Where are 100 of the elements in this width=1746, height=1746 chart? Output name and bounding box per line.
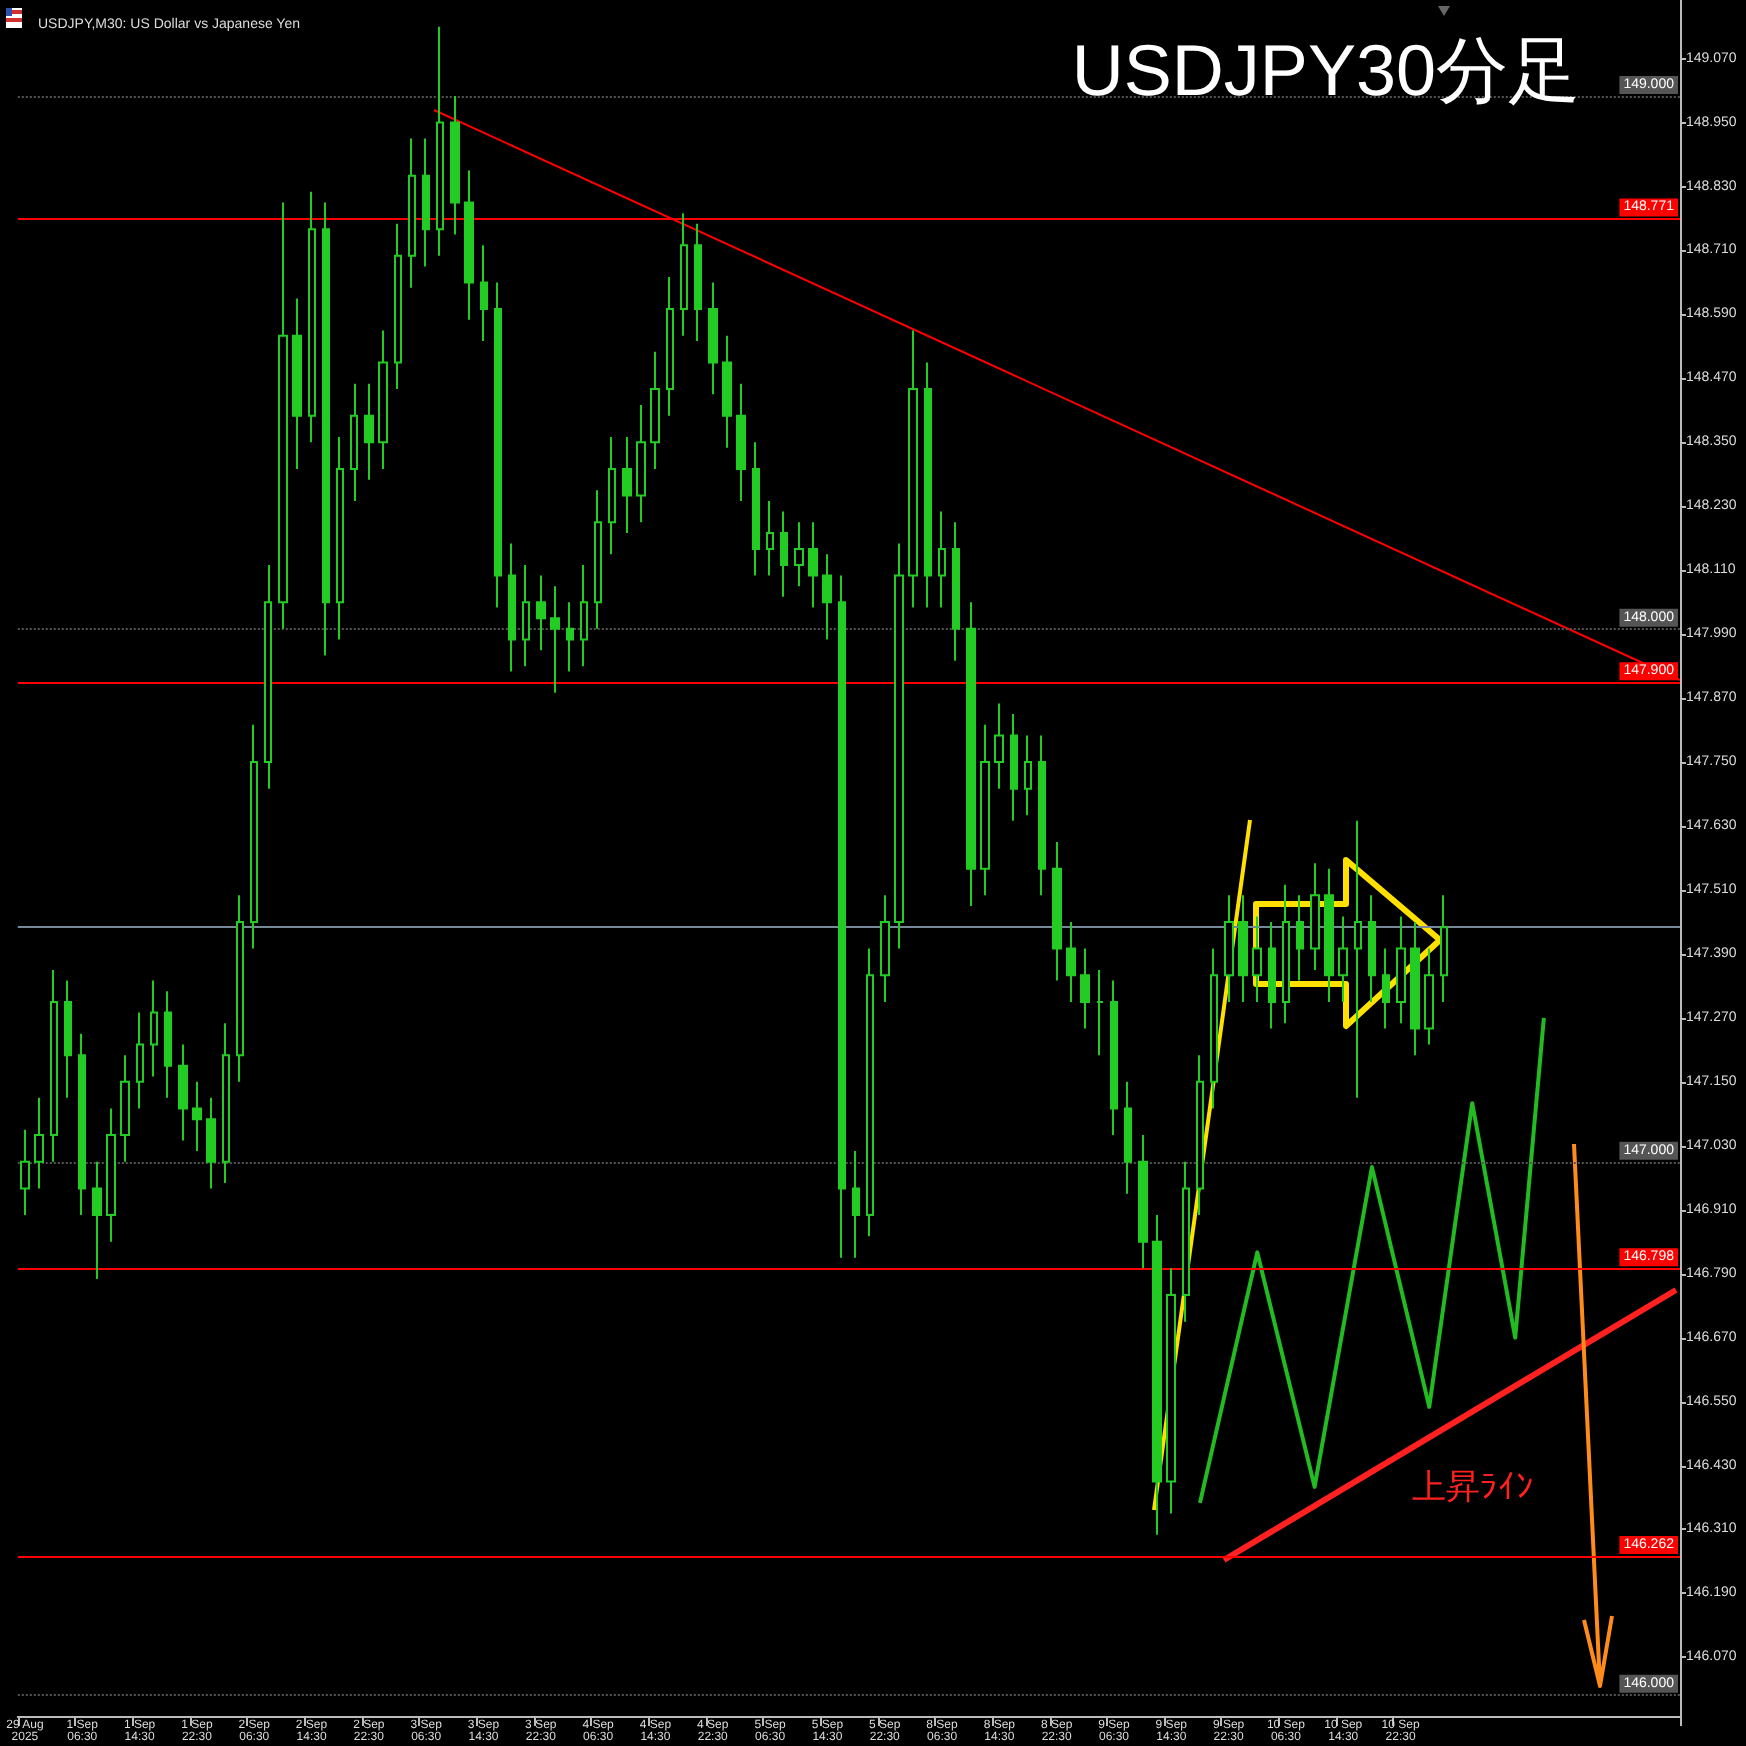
- candlestick: [136, 1011, 144, 1110]
- candlestick: [1196, 1054, 1204, 1217]
- candlestick: [1268, 920, 1276, 1030]
- candlestick: [866, 947, 874, 1238]
- candlestick: [924, 361, 932, 609]
- candlestick: [1296, 894, 1304, 982]
- candlestick: [838, 574, 846, 1259]
- candlestick: [708, 281, 718, 396]
- candlestick: [78, 1032, 86, 1217]
- candlestick: [508, 542, 516, 673]
- candlestick: [1310, 862, 1320, 971]
- candlestick: [408, 137, 416, 289]
- candlestick: [1368, 894, 1376, 1003]
- candlestick: [264, 563, 272, 790]
- candlestick: [1396, 915, 1406, 1025]
- candlestick: [1424, 947, 1434, 1046]
- candlestick: [1066, 920, 1076, 1003]
- candlestick: [92, 1160, 102, 1281]
- candlestick: [650, 350, 660, 470]
- candlestick: [780, 510, 788, 598]
- candlestick: [308, 190, 316, 444]
- candlestick: [250, 723, 258, 950]
- candlestick: [808, 521, 818, 609]
- candlestick: [480, 244, 488, 343]
- candlestick: [292, 297, 302, 470]
- candlestick: [120, 1054, 130, 1163]
- candlestick: [566, 601, 574, 673]
- candlestick: [1210, 947, 1218, 1110]
- candlestick: [1382, 947, 1390, 1030]
- candlestick: [322, 201, 330, 657]
- candlestick: [494, 281, 502, 609]
- line-series: [1197, 1015, 1546, 1505]
- candlestick: [694, 222, 702, 343]
- candlestick: [150, 979, 158, 1078]
- candlestick: [1138, 1134, 1148, 1270]
- candlestick: [722, 334, 732, 449]
- candlestick: [464, 169, 474, 321]
- candlestick: [1152, 1214, 1162, 1536]
- candlestick: [952, 521, 960, 662]
- candlestick: [752, 441, 760, 577]
- candlestick: [50, 968, 58, 1163]
- candlestick: [980, 723, 990, 897]
- candlestick: [350, 382, 358, 502]
- candlestick: [1052, 841, 1062, 982]
- candlestick: [880, 894, 890, 1003]
- candlestick: [894, 542, 904, 950]
- candlestick: [580, 563, 588, 668]
- candlestick: [1224, 894, 1234, 1003]
- candlestick: [794, 521, 804, 588]
- candlestick: [222, 1022, 230, 1185]
- candlestick: [1238, 894, 1248, 1003]
- candlestick: [522, 563, 530, 668]
- chart-title: USDJPY30分足: [1071, 29, 1581, 111]
- candlestick: [1410, 920, 1420, 1057]
- candlestick: [1080, 947, 1090, 1030]
- candlestick: [378, 329, 388, 470]
- annotation: 上昇ﾗｲﾝ: [1412, 1468, 1534, 1506]
- candlestick: [178, 1043, 188, 1142]
- candlestick: [1440, 894, 1448, 1003]
- candlestick: [1096, 968, 1104, 1057]
- candlestick: [20, 1128, 30, 1217]
- candlestick: [1338, 915, 1348, 1003]
- candlestick: [608, 435, 616, 556]
- candlestick: [192, 1080, 202, 1153]
- candlestick: [1010, 713, 1018, 822]
- candlestick: [450, 94, 460, 236]
- candlestick: [164, 990, 172, 1099]
- candlestick: [106, 1107, 116, 1243]
- candlestick: [336, 435, 344, 641]
- candlestick: [1324, 867, 1334, 1003]
- candlestick: [1166, 1267, 1176, 1515]
- candlestick: [536, 574, 546, 652]
- candlestick: [1252, 915, 1262, 1003]
- candlestick: [34, 1096, 44, 1190]
- candlestick: [622, 435, 632, 534]
- candlestick: [1024, 734, 1032, 817]
- candlestick: [938, 510, 946, 609]
- candlestick: [278, 201, 288, 630]
- candlestick: [736, 382, 746, 502]
- candlestick: [1354, 819, 1362, 1099]
- candlestick: [422, 137, 430, 268]
- candlestick: [852, 1150, 860, 1259]
- candlestick: [766, 499, 774, 577]
- candlestick: [822, 553, 832, 641]
- candlestick: [908, 329, 918, 609]
- candlestick: [436, 25, 444, 257]
- candlestick: [64, 979, 72, 1099]
- candlestick: [1110, 979, 1118, 1137]
- candlestick: [550, 585, 560, 694]
- candlestick: [394, 222, 402, 391]
- candlestick: [636, 404, 646, 524]
- candlestick: [966, 601, 976, 907]
- candlestick: [1038, 734, 1046, 897]
- candlestick: [594, 489, 602, 630]
- candlestick: [1182, 1160, 1190, 1323]
- candlestick: [1124, 1080, 1132, 1195]
- candlestick: [994, 702, 1004, 790]
- candlestick: [236, 894, 244, 1083]
- candlestick: [364, 382, 374, 481]
- candlestick: [206, 1096, 216, 1190]
